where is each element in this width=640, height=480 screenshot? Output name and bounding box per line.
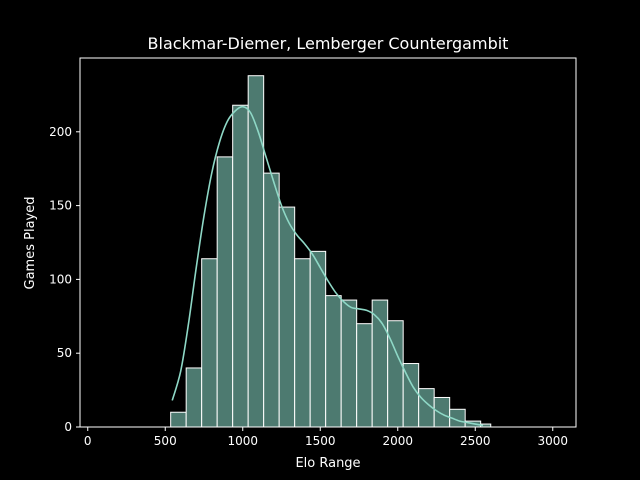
- x-ticks-group: 0 500 1000 1500 2000 2500 3000: [84, 427, 568, 448]
- x-tick-label: 0: [84, 434, 92, 448]
- histogram-bar: [356, 323, 373, 428]
- histogram-bar: [278, 206, 296, 428]
- histogram-bar: [263, 172, 280, 428]
- y-tick-label: 50: [57, 346, 72, 360]
- x-tick-label: 1500: [305, 434, 336, 448]
- histogram-bar: [294, 258, 311, 428]
- histogram-bar: [325, 295, 342, 428]
- histogram-bar: [309, 250, 327, 428]
- histogram-bar: [232, 104, 249, 428]
- y-ticks-group: 0 50 100 150 200: [49, 125, 80, 434]
- x-tick-label: 500: [154, 434, 177, 448]
- histogram-bar: [201, 258, 218, 428]
- y-tick-label: 150: [49, 199, 72, 213]
- chart-title: Blackmar-Diemer, Lemberger Countergambit: [148, 34, 509, 53]
- axes-group: [79, 57, 577, 428]
- x-axis-label: Elo Range: [295, 456, 360, 471]
- histogram-bar: [433, 396, 451, 428]
- y-tick-label: 200: [49, 125, 72, 139]
- histogram-bar: [340, 299, 358, 428]
- kde-group: [171, 105, 484, 427]
- histogram-bar: [185, 367, 203, 428]
- bars-group: [170, 75, 492, 428]
- plot-frame: [79, 57, 577, 428]
- histogram-bar: [170, 411, 187, 428]
- y-tick-label: 100: [49, 272, 72, 286]
- x-tick-label: 2000: [382, 434, 413, 448]
- histogram-bar: [247, 75, 265, 428]
- x-tick-label: 2500: [460, 434, 491, 448]
- histogram-bar: [216, 156, 234, 428]
- histogram-bar: [371, 299, 389, 428]
- x-tick-label: 3000: [537, 434, 568, 448]
- x-tick-label: 1000: [227, 434, 258, 448]
- kde-line: [171, 105, 484, 427]
- y-tick-label: 0: [64, 420, 72, 434]
- y-axis-label: Games Played: [23, 197, 38, 290]
